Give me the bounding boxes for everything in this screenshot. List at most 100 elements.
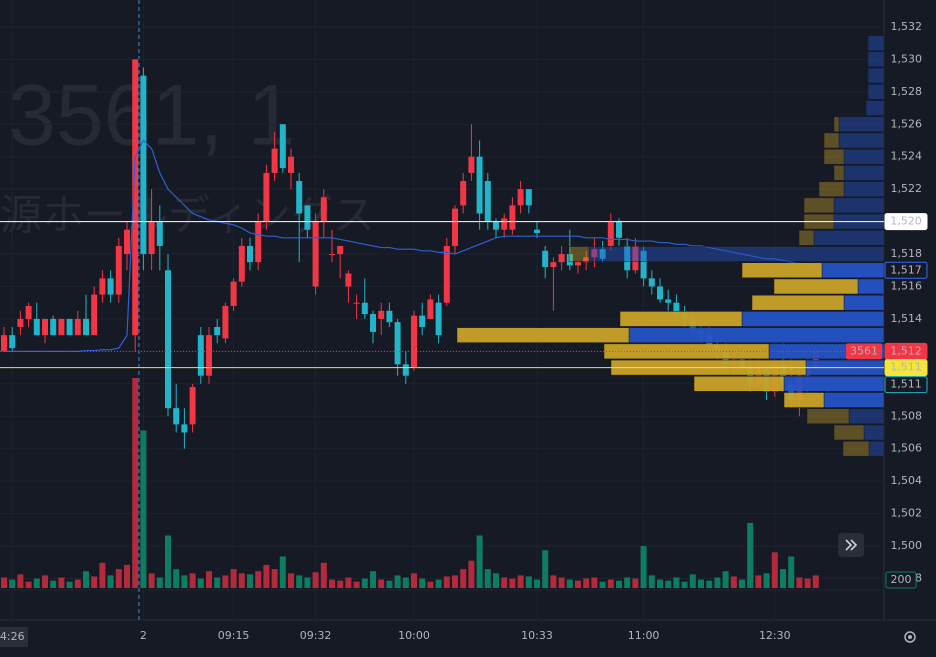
profile-sell bbox=[783, 392, 825, 408]
volume-bar bbox=[689, 574, 696, 588]
candle-body bbox=[443, 245, 450, 303]
candle-body bbox=[189, 387, 196, 425]
volume-bar bbox=[370, 571, 376, 588]
candle-body bbox=[279, 124, 286, 169]
price-label: 1,511 bbox=[890, 361, 922, 374]
settings-icon bbox=[908, 635, 912, 639]
volume-bar bbox=[583, 578, 590, 588]
volume-bar bbox=[181, 575, 188, 588]
volume-bar bbox=[206, 571, 212, 588]
candle-body bbox=[353, 302, 360, 304]
candle-body bbox=[452, 208, 458, 246]
volume-bar bbox=[665, 580, 672, 588]
volume-bar bbox=[279, 556, 286, 588]
volume-bar bbox=[534, 579, 540, 588]
candle-body bbox=[624, 245, 631, 271]
candle-body bbox=[788, 383, 795, 401]
price-label: 1,520 bbox=[890, 215, 922, 228]
y-tick-label: 1,504 bbox=[891, 474, 923, 487]
price-label-box bbox=[884, 376, 928, 394]
y-tick-label: 1,526 bbox=[891, 117, 923, 130]
candle-body bbox=[173, 408, 180, 425]
volume-bar bbox=[17, 574, 24, 588]
candle-body bbox=[607, 221, 614, 246]
volume-bar bbox=[640, 546, 647, 588]
candle-body bbox=[107, 278, 114, 295]
volume-bar bbox=[247, 574, 253, 588]
volume-bar bbox=[345, 577, 352, 588]
volume-bar bbox=[476, 535, 483, 588]
volume-bar bbox=[788, 556, 795, 588]
volume-bar bbox=[812, 575, 819, 588]
candle-body bbox=[468, 156, 475, 173]
candle-body bbox=[566, 254, 573, 266]
candle-body bbox=[140, 75, 147, 255]
candle-body bbox=[517, 189, 524, 206]
profile-sell bbox=[823, 132, 840, 149]
volume-bar bbox=[632, 578, 639, 588]
volume-bar bbox=[698, 579, 704, 588]
volume-bar bbox=[222, 575, 229, 588]
profile-sell bbox=[693, 376, 785, 392]
time-marker-box bbox=[0, 627, 28, 647]
profile-buy bbox=[867, 35, 885, 51]
symbol-tag-box bbox=[846, 343, 882, 360]
volume-bar bbox=[91, 576, 98, 588]
candle-body bbox=[394, 322, 401, 365]
candle-body bbox=[427, 299, 434, 319]
volume-bar bbox=[107, 575, 114, 588]
volume-bar bbox=[443, 576, 450, 588]
profile-sell bbox=[798, 230, 815, 246]
volume-bar bbox=[156, 577, 163, 588]
volume-bar bbox=[763, 573, 770, 588]
volume-bar bbox=[386, 580, 393, 588]
price-label-box bbox=[884, 213, 928, 231]
candle-body bbox=[263, 172, 270, 222]
profile-buy bbox=[867, 67, 885, 84]
x-tick-label: 10:33 bbox=[521, 629, 553, 642]
volume-bar bbox=[648, 575, 655, 588]
x-tick-label: 12:30 bbox=[759, 629, 791, 642]
candle-body bbox=[542, 250, 549, 268]
price-label-box bbox=[884, 261, 928, 279]
volume-bar bbox=[427, 581, 434, 588]
volume-bar bbox=[657, 579, 663, 588]
volume-bar bbox=[74, 579, 81, 588]
volume-bar bbox=[296, 575, 303, 588]
price-label: 1,517 bbox=[890, 263, 922, 276]
settings-button[interactable] bbox=[904, 631, 916, 643]
volume-bar bbox=[329, 579, 335, 588]
volume-bar bbox=[50, 580, 57, 588]
candle-body bbox=[124, 229, 130, 255]
profile-buy bbox=[857, 278, 885, 295]
candle-body bbox=[247, 245, 253, 263]
candle-body bbox=[329, 254, 335, 256]
y-tick-label: 1,530 bbox=[891, 52, 923, 65]
y-tick-label: 1,522 bbox=[891, 182, 923, 195]
candle-body bbox=[558, 254, 565, 263]
candle-body bbox=[657, 286, 663, 300]
candle-body bbox=[493, 221, 499, 230]
candle-body bbox=[115, 245, 122, 295]
volume-bar bbox=[378, 579, 385, 588]
profile-buy bbox=[868, 440, 885, 457]
profile-sell bbox=[568, 246, 590, 262]
candle-body bbox=[132, 59, 139, 336]
profile-buy bbox=[783, 376, 885, 392]
candle-body bbox=[476, 156, 483, 214]
volume-bar bbox=[714, 577, 721, 588]
volume-bar bbox=[214, 577, 221, 588]
price-label: 1,512 bbox=[890, 344, 922, 357]
profile-buy bbox=[865, 100, 885, 116]
volume-bar bbox=[509, 578, 516, 588]
volume-bar bbox=[394, 575, 401, 588]
volume-label-box bbox=[885, 571, 917, 589]
profile-buy bbox=[838, 132, 885, 149]
volume-bar bbox=[722, 571, 729, 588]
volume-bar bbox=[411, 573, 417, 588]
candle-body bbox=[148, 221, 155, 255]
volume-bar bbox=[33, 578, 40, 588]
candle-body bbox=[386, 310, 393, 323]
x-tick-label: 4:26 bbox=[0, 630, 25, 643]
candle-body bbox=[9, 335, 16, 349]
